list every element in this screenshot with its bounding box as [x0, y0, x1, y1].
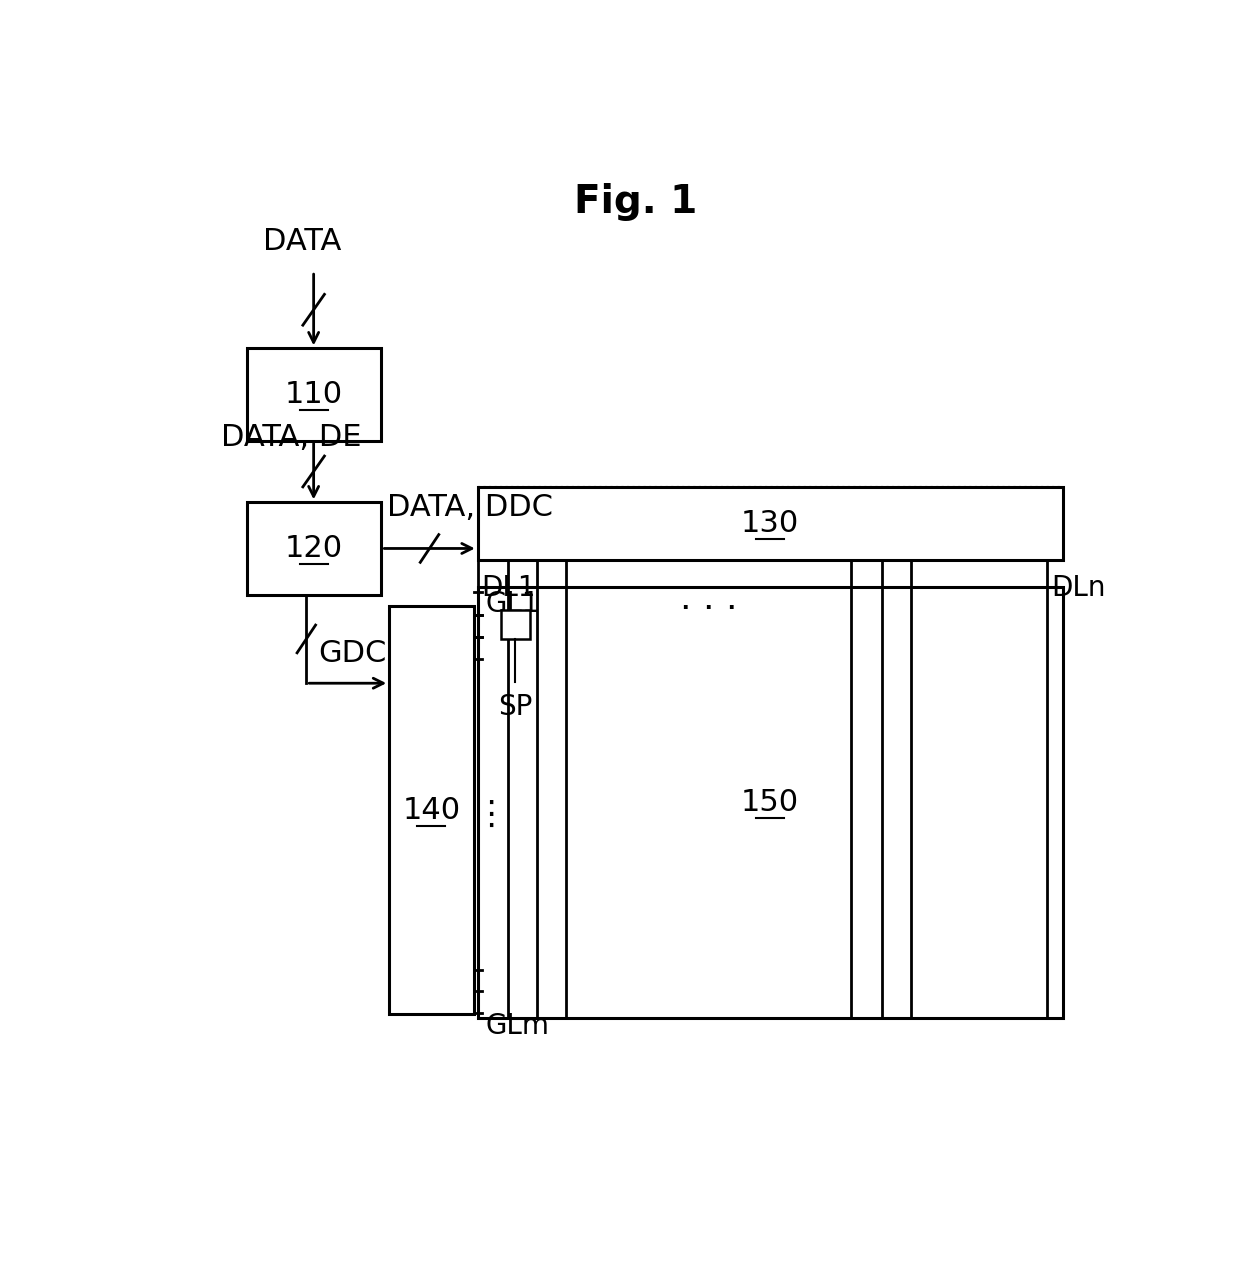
- Bar: [477, 487, 1063, 560]
- Text: SP: SP: [498, 694, 532, 722]
- Text: DATA, DDC: DATA, DDC: [387, 492, 553, 522]
- Text: GLm: GLm: [485, 1012, 549, 1039]
- Text: GDC: GDC: [317, 639, 386, 668]
- Text: . . .: . . .: [680, 581, 738, 615]
- Text: GL1: GL1: [485, 590, 539, 618]
- Text: DATA: DATA: [263, 227, 341, 256]
- Bar: [389, 606, 474, 1014]
- Text: 120: 120: [285, 534, 343, 563]
- Text: ⋮: ⋮: [475, 798, 508, 830]
- Bar: [477, 587, 1063, 1018]
- Text: DLn: DLn: [1052, 573, 1106, 601]
- Bar: [501, 610, 529, 639]
- Text: 150: 150: [742, 787, 800, 817]
- Text: Fig. 1: Fig. 1: [574, 184, 697, 222]
- Bar: [247, 503, 382, 595]
- Text: DATA, DE: DATA, DE: [221, 423, 362, 452]
- Text: DL1: DL1: [481, 573, 536, 601]
- Text: 140: 140: [403, 796, 460, 824]
- Text: 110: 110: [285, 380, 343, 409]
- Bar: [247, 348, 382, 441]
- Text: 130: 130: [742, 509, 800, 538]
